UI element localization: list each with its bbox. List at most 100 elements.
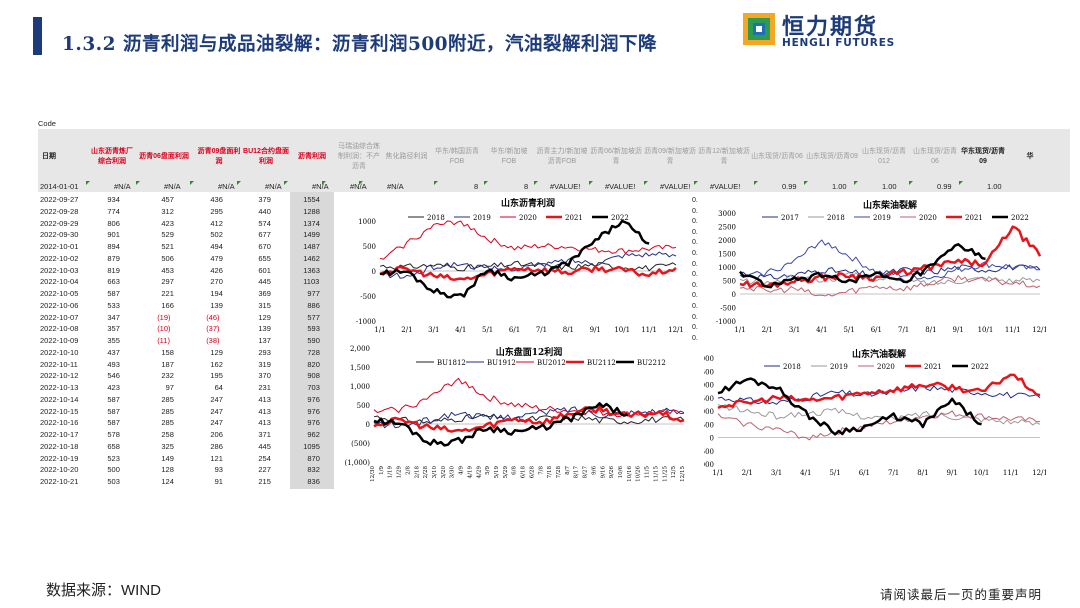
row-value: 139 [210, 300, 223, 310]
row-value: 670 [258, 242, 271, 251]
table-row: 2022-10-11 493 187 162 319 820 [38, 360, 338, 370]
first-row-value: #N/A [350, 182, 367, 191]
chart-shandong-futures12-profit: 山东盘面12利润 2,000 1,500 1,000 500 0 (500) (1,000) 1… [340, 340, 690, 486]
clipped-cell: 0. [692, 260, 698, 268]
row-value: 64 [214, 383, 223, 392]
row-value: 247 [210, 394, 223, 404]
row-value: 158 [161, 347, 174, 357]
legend-label: 2021 [965, 214, 983, 222]
row-value: 166 [161, 300, 174, 310]
x-tick-label: 11/1 [1005, 326, 1021, 334]
row-date: 2022-10-13 [40, 383, 79, 392]
x-tick-label: 11/1 [1003, 469, 1019, 477]
first-row-value: #VALUE! [710, 182, 741, 191]
row-value: 934 [107, 195, 120, 204]
series-line-2022 [379, 219, 650, 299]
row-date: 2022-09-27 [40, 195, 79, 204]
row-value: 129 [210, 347, 223, 357]
row-value: 232 [161, 371, 174, 381]
series-line-2021 [379, 265, 677, 282]
row-value: 215 [258, 477, 271, 486]
cell-flag-icon [534, 181, 538, 185]
cell-flag-icon [694, 181, 698, 185]
row-value: 1374 [303, 218, 320, 228]
row-date: 2022-09-30 [40, 230, 79, 240]
x-tick-label: 7/28 [556, 466, 562, 479]
legend-label: BU2112 [587, 359, 616, 367]
row-value: 457 [161, 195, 174, 204]
row-value: 206 [210, 430, 223, 439]
cell-flag-icon [359, 181, 363, 185]
legend-label: 2022 [971, 363, 989, 371]
y-tick-label: 1500 [718, 251, 736, 259]
column-header: 山东现货/沥青09 [806, 153, 858, 160]
first-row-value: #N/A [114, 182, 131, 191]
x-tick-label: 12/1 [1032, 469, 1046, 477]
x-tick-label: 10/26 [636, 466, 642, 482]
legend-label: 2019 [873, 214, 891, 222]
column-header: 山东现货/沥青06 [751, 153, 803, 160]
x-tick-label: 3/30 [450, 466, 456, 479]
first-row-value: #N/A [312, 182, 329, 191]
chart-svg-futures12-profit: 山东盘面12利润2,0001,5001,0005000(500)(1,000)1… [344, 345, 686, 482]
column-header: 沥青09/新加坡沥青 [644, 148, 696, 165]
x-tick-label: 11/15 [653, 466, 659, 482]
row-value: 494 [210, 242, 223, 251]
table-row: 2022-09-29 806 423 412 574 1374 [38, 219, 338, 229]
first-row-value: 8 [474, 182, 479, 191]
row-value: 347 [107, 312, 120, 322]
row-value: 247 [210, 406, 223, 416]
clipped-cell: 0. [692, 228, 698, 236]
clipped-cell: 0. [692, 218, 698, 226]
row-value: 703 [307, 383, 320, 392]
disclaimer-note: 请阅读最后一页的重要声明 [880, 587, 1043, 602]
x-tick-label: 7/8 [538, 466, 544, 475]
y-tick-label: 500 [723, 278, 736, 286]
cell-flag-icon [959, 181, 963, 185]
x-tick-label: 2/28 [423, 466, 429, 479]
chart-title: 山东盘面12利润 [496, 346, 563, 358]
series-line-2020 [717, 410, 1040, 441]
row-value: 587 [107, 289, 120, 298]
legend-label: BU2212 [637, 359, 666, 367]
row-value: (46) [206, 312, 220, 322]
row-value: 315 [258, 300, 271, 310]
series-line-2020 [739, 275, 1041, 297]
first-row-value: #N/A [218, 182, 235, 191]
row-value: 1499 [303, 230, 320, 240]
x-tick-label: 4/9 [459, 466, 465, 475]
row-value: 413 [258, 418, 271, 428]
x-tick-label: 6/28 [529, 466, 535, 479]
row-date: 2022-10-01 [40, 242, 79, 251]
table-row: 2022-10-09 355 (11) (38) 137 590 [38, 336, 338, 346]
row-value: 137 [258, 336, 271, 345]
y-tick-label: 0 [732, 291, 736, 299]
row-date: 2022-10-21 [40, 477, 79, 486]
cell-flag-icon [434, 181, 438, 185]
table-row: 2022-10-14 587 285 247 413 976 [38, 395, 338, 405]
x-tick-label: 4/29 [476, 466, 482, 479]
row-value: 247 [210, 418, 223, 428]
row-value: (37) [206, 324, 220, 334]
y-tick-label: 0 [372, 268, 376, 276]
row-value: 1103 [303, 277, 320, 287]
row-value: 426 [210, 265, 223, 275]
row-value: 128 [161, 465, 174, 475]
row-value: (38) [206, 336, 220, 345]
row-value: 445 [258, 441, 271, 451]
date-header: 日期 [42, 153, 56, 160]
logo-mark-icon [743, 13, 775, 45]
row-value: 587 [107, 418, 120, 428]
row-date: 2022-10-17 [40, 430, 79, 439]
row-value: 593 [307, 324, 320, 334]
row-value: 976 [307, 394, 320, 404]
row-value: 355 [107, 336, 120, 345]
row-date: 2022-10-10 [40, 347, 79, 357]
y-tick-label: 1000 [704, 408, 714, 416]
row-value: 286 [210, 441, 223, 451]
x-tick-label: 1/1 [734, 326, 745, 334]
row-value: 91 [214, 477, 223, 486]
row-value: (19) [157, 312, 171, 322]
x-tick-label: 3/1 [789, 326, 800, 334]
row-value: 445 [258, 277, 271, 287]
